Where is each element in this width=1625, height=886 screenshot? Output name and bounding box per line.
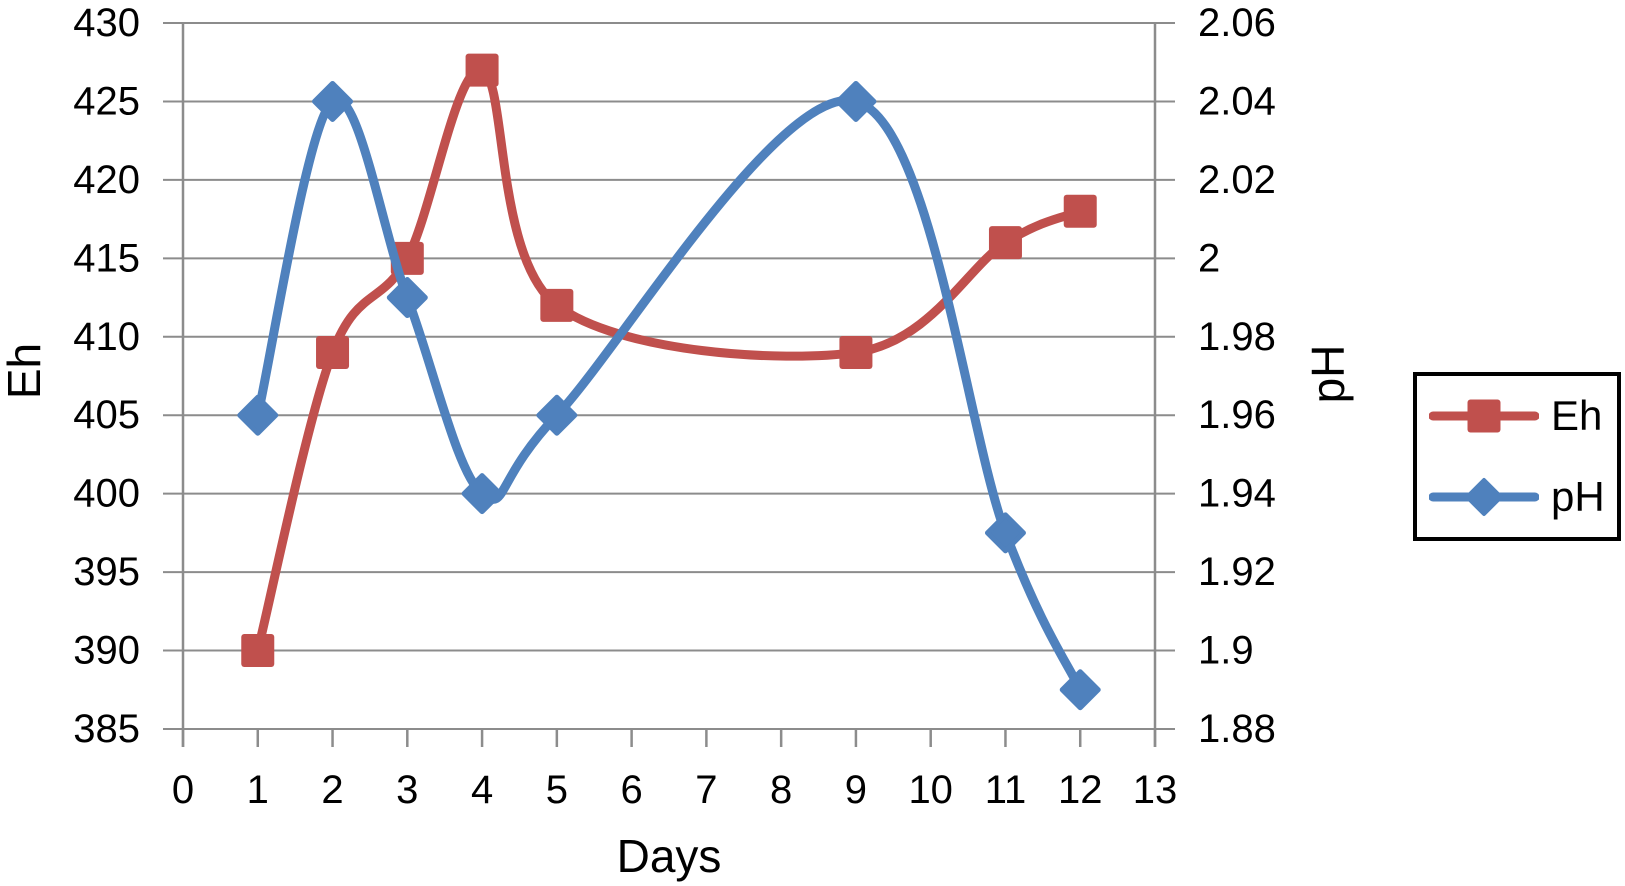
left-tick-label: 395 [73,550,140,594]
x-tick-label: 8 [770,768,792,812]
right-tick-label: 2.02 [1198,158,1276,202]
ph-line-diamond-marker-icon [1429,477,1539,516]
ph-marker [835,80,877,122]
eh-marker [1063,194,1097,228]
x-tick-label: 12 [1058,768,1103,812]
x-tick-label: 7 [695,768,717,812]
ph-marker [237,394,279,436]
left-axis-title: Eh [0,342,50,400]
right-tick-label: 2.04 [1198,79,1276,123]
right-tick-label: 2.06 [1198,1,1276,45]
right-tick-label: 1.96 [1198,393,1276,437]
legend-item-eh: Eh [1429,393,1617,439]
legend-label-eh: Eh [1551,392,1603,440]
ph-marker [1059,669,1101,711]
x-tick-label: 4 [471,768,493,812]
ph-marker [536,394,578,436]
eh-marker [988,226,1022,260]
eh-marker [540,288,574,322]
ph-marker [312,80,354,122]
x-tick-label: 11 [985,768,1027,812]
right-tick-label: 1.92 [1198,550,1276,594]
right-tick-label: 1.94 [1198,472,1276,516]
right-tick-label: 2 [1198,236,1220,280]
x-tick-label: 1 [247,768,269,812]
eh-marker [839,335,873,369]
right-tick-label: 1.98 [1198,315,1276,359]
x-tick-label: 13 [1133,768,1178,812]
x-tick-label: 9 [845,768,867,812]
left-tick-label: 390 [73,629,140,673]
x-axis-title: Days [616,830,722,882]
x-tick-label: 0 [172,768,194,812]
left-tick-label: 420 [73,158,140,202]
left-tick-label: 410 [73,315,140,359]
right-tick-label: 1.9 [1198,629,1254,673]
right-tick-label: 1.88 [1198,707,1276,751]
legend: Eh pH [1413,372,1621,541]
right-axis-title: pH [1302,344,1354,404]
eh-series-line [253,65,1085,656]
left-tick-label: 415 [73,236,140,280]
legend-item-ph: pH [1429,474,1617,520]
left-tick-label: 400 [73,472,140,516]
left-tick-label: 385 [73,707,140,751]
x-tick-label: 10 [908,768,953,812]
left-tick-label: 405 [73,393,140,437]
left-tick-label: 430 [73,1,140,45]
eh-marker [316,335,350,369]
legend-label-ph: pH [1551,472,1605,520]
ph-series-line [253,95,1085,695]
ph-marker [386,277,428,319]
x-tick-label: 5 [546,768,568,812]
eh-marker [465,53,499,87]
x-tick-label: 3 [396,768,418,812]
x-tick-label: 2 [321,768,343,812]
ph-marker [461,473,503,515]
x-tick-label: 6 [620,768,642,812]
eh-marker [241,634,275,668]
eh-line-square-marker-icon [1429,399,1539,433]
ph-marker [984,512,1026,554]
left-tick-label: 425 [73,79,140,123]
